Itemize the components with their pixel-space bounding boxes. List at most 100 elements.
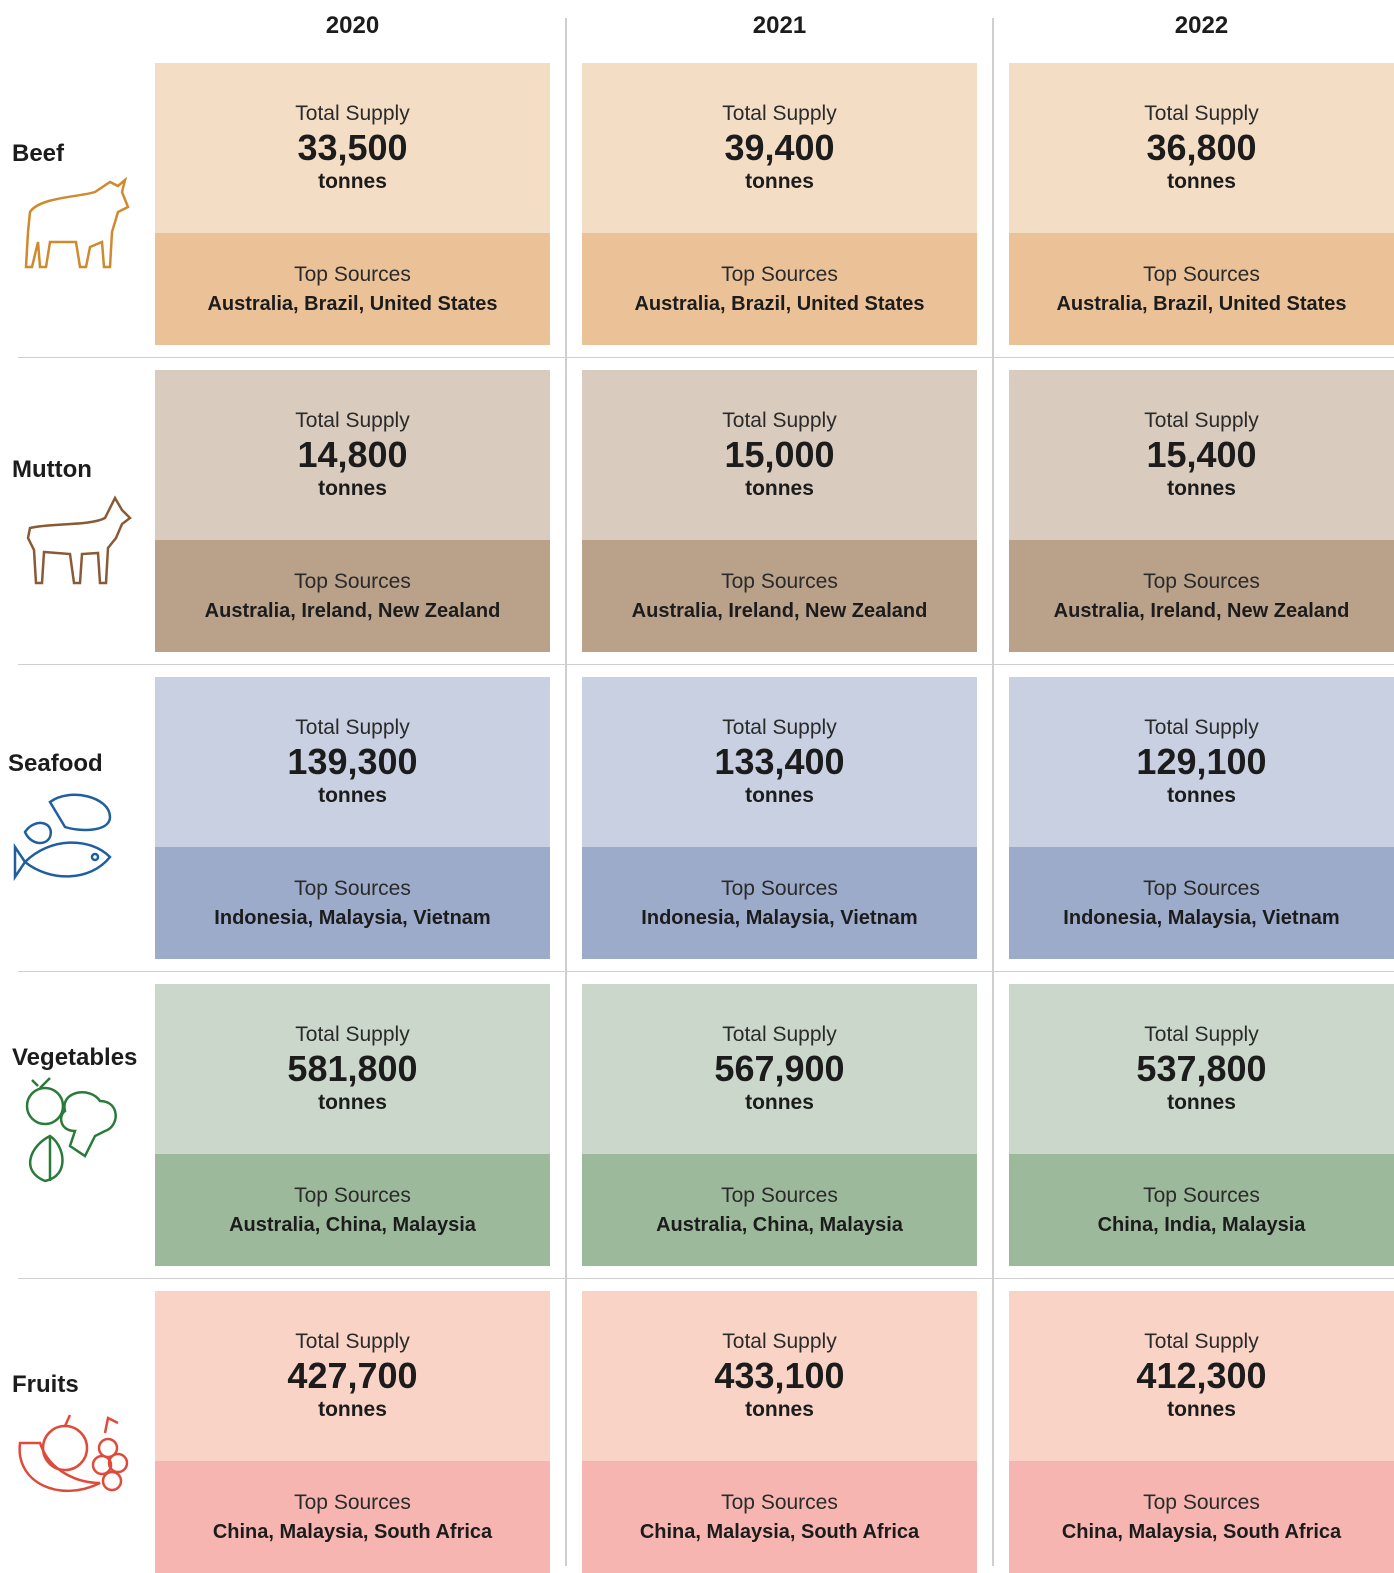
- sources-label: Top Sources: [721, 263, 838, 287]
- sources-list: Australia, Brazil, United States: [634, 293, 924, 316]
- supply-value: 139,300: [287, 742, 417, 782]
- sources-box: Top Sources Australia, Brazil, United Sta…: [155, 233, 550, 345]
- supply-unit: tonnes: [318, 784, 387, 808]
- category-icon: [10, 782, 135, 892]
- sources-label: Top Sources: [294, 1491, 411, 1515]
- year-header: 2021: [582, 12, 977, 40]
- sources-box: Top Sources Indonesia, Malaysia, Vietnam: [1009, 847, 1394, 959]
- supply-label: Total Supply: [722, 409, 836, 433]
- sources-list: Australia, Ireland, New Zealand: [1054, 600, 1350, 623]
- sources-box: Top Sources Australia, Brazil, United Sta…: [582, 233, 977, 345]
- sources-label: Top Sources: [1143, 1491, 1260, 1515]
- sources-list: Indonesia, Malaysia, Vietnam: [641, 907, 917, 930]
- sources-box: Top Sources China, Malaysia, South Africa: [1009, 1461, 1394, 1573]
- sources-list: China, Malaysia, South Africa: [640, 1521, 919, 1544]
- sources-list: China, Malaysia, South Africa: [1062, 1521, 1341, 1544]
- supply-label: Total Supply: [295, 716, 409, 740]
- sources-box: Top Sources Australia, China, Malaysia: [582, 1154, 977, 1266]
- supply-label: Total Supply: [1144, 716, 1258, 740]
- sources-box: Top Sources China, Malaysia, South Africa: [582, 1461, 977, 1573]
- column-divider: [565, 18, 567, 1566]
- supply-unit: tonnes: [318, 477, 387, 501]
- page: 202020212022BeefTotal Supply33,500tonnes…: [0, 0, 1394, 1566]
- category-icon: [10, 1076, 135, 1186]
- supply-value: 36,800: [1146, 128, 1256, 168]
- supply-value: 567,900: [714, 1049, 844, 1089]
- sources-label: Top Sources: [294, 1184, 411, 1208]
- sources-label: Top Sources: [294, 263, 411, 287]
- supply-label: Total Supply: [722, 1023, 836, 1047]
- category-icon: [10, 172, 135, 282]
- sources-list: Indonesia, Malaysia, Vietnam: [1063, 907, 1339, 930]
- sources-label: Top Sources: [1143, 263, 1260, 287]
- row-divider: [18, 357, 1394, 358]
- sources-label: Top Sources: [1143, 877, 1260, 901]
- sources-list: Australia, China, Malaysia: [229, 1214, 476, 1237]
- sources-list: Australia, Brazil, United States: [1056, 293, 1346, 316]
- category-icon: [10, 488, 135, 598]
- category-label: Vegetables: [12, 1044, 137, 1072]
- supply-label: Total Supply: [1144, 1330, 1258, 1354]
- supply-value: 412,300: [1136, 1356, 1266, 1396]
- sources-label: Top Sources: [294, 570, 411, 594]
- category-label: Fruits: [12, 1371, 79, 1399]
- supply-value: 39,400: [724, 128, 834, 168]
- supply-unit: tonnes: [318, 1091, 387, 1115]
- sources-list: Australia, Ireland, New Zealand: [632, 600, 928, 623]
- category-label: Beef: [12, 140, 64, 168]
- year-header: 2022: [1009, 12, 1394, 40]
- sources-label: Top Sources: [721, 570, 838, 594]
- sources-list: Australia, China, Malaysia: [656, 1214, 903, 1237]
- supply-label: Total Supply: [295, 409, 409, 433]
- supply-label: Total Supply: [722, 716, 836, 740]
- supply-unit: tonnes: [745, 170, 814, 194]
- supply-value: 14,800: [297, 435, 407, 475]
- sources-box: Top Sources Australia, Ireland, New Zeala…: [155, 540, 550, 652]
- supply-unit: tonnes: [1167, 1091, 1236, 1115]
- supply-unit: tonnes: [745, 1398, 814, 1422]
- supply-unit: tonnes: [318, 1398, 387, 1422]
- supply-value: 129,100: [1136, 742, 1266, 782]
- supply-unit: tonnes: [1167, 477, 1236, 501]
- supply-value: 581,800: [287, 1049, 417, 1089]
- sources-list: Australia, Brazil, United States: [207, 293, 497, 316]
- category-label: Mutton: [12, 456, 92, 484]
- column-divider: [992, 18, 994, 1566]
- sources-label: Top Sources: [721, 1184, 838, 1208]
- sources-label: Top Sources: [294, 877, 411, 901]
- supply-unit: tonnes: [318, 170, 387, 194]
- supply-label: Total Supply: [295, 1023, 409, 1047]
- supply-unit: tonnes: [1167, 170, 1236, 194]
- category-label: Seafood: [8, 750, 103, 778]
- supply-value: 133,400: [714, 742, 844, 782]
- row-divider: [18, 971, 1394, 972]
- row-divider: [18, 1278, 1394, 1279]
- supply-value: 427,700: [287, 1356, 417, 1396]
- supply-unit: tonnes: [1167, 784, 1236, 808]
- sources-list: Australia, Ireland, New Zealand: [205, 600, 501, 623]
- supply-value: 15,000: [724, 435, 834, 475]
- sources-box: Top Sources Australia, Ireland, New Zeala…: [582, 540, 977, 652]
- supply-label: Total Supply: [722, 102, 836, 126]
- sources-label: Top Sources: [721, 1491, 838, 1515]
- supply-unit: tonnes: [1167, 1398, 1236, 1422]
- supply-unit: tonnes: [745, 1091, 814, 1115]
- year-header: 2020: [155, 12, 550, 40]
- sources-label: Top Sources: [1143, 1184, 1260, 1208]
